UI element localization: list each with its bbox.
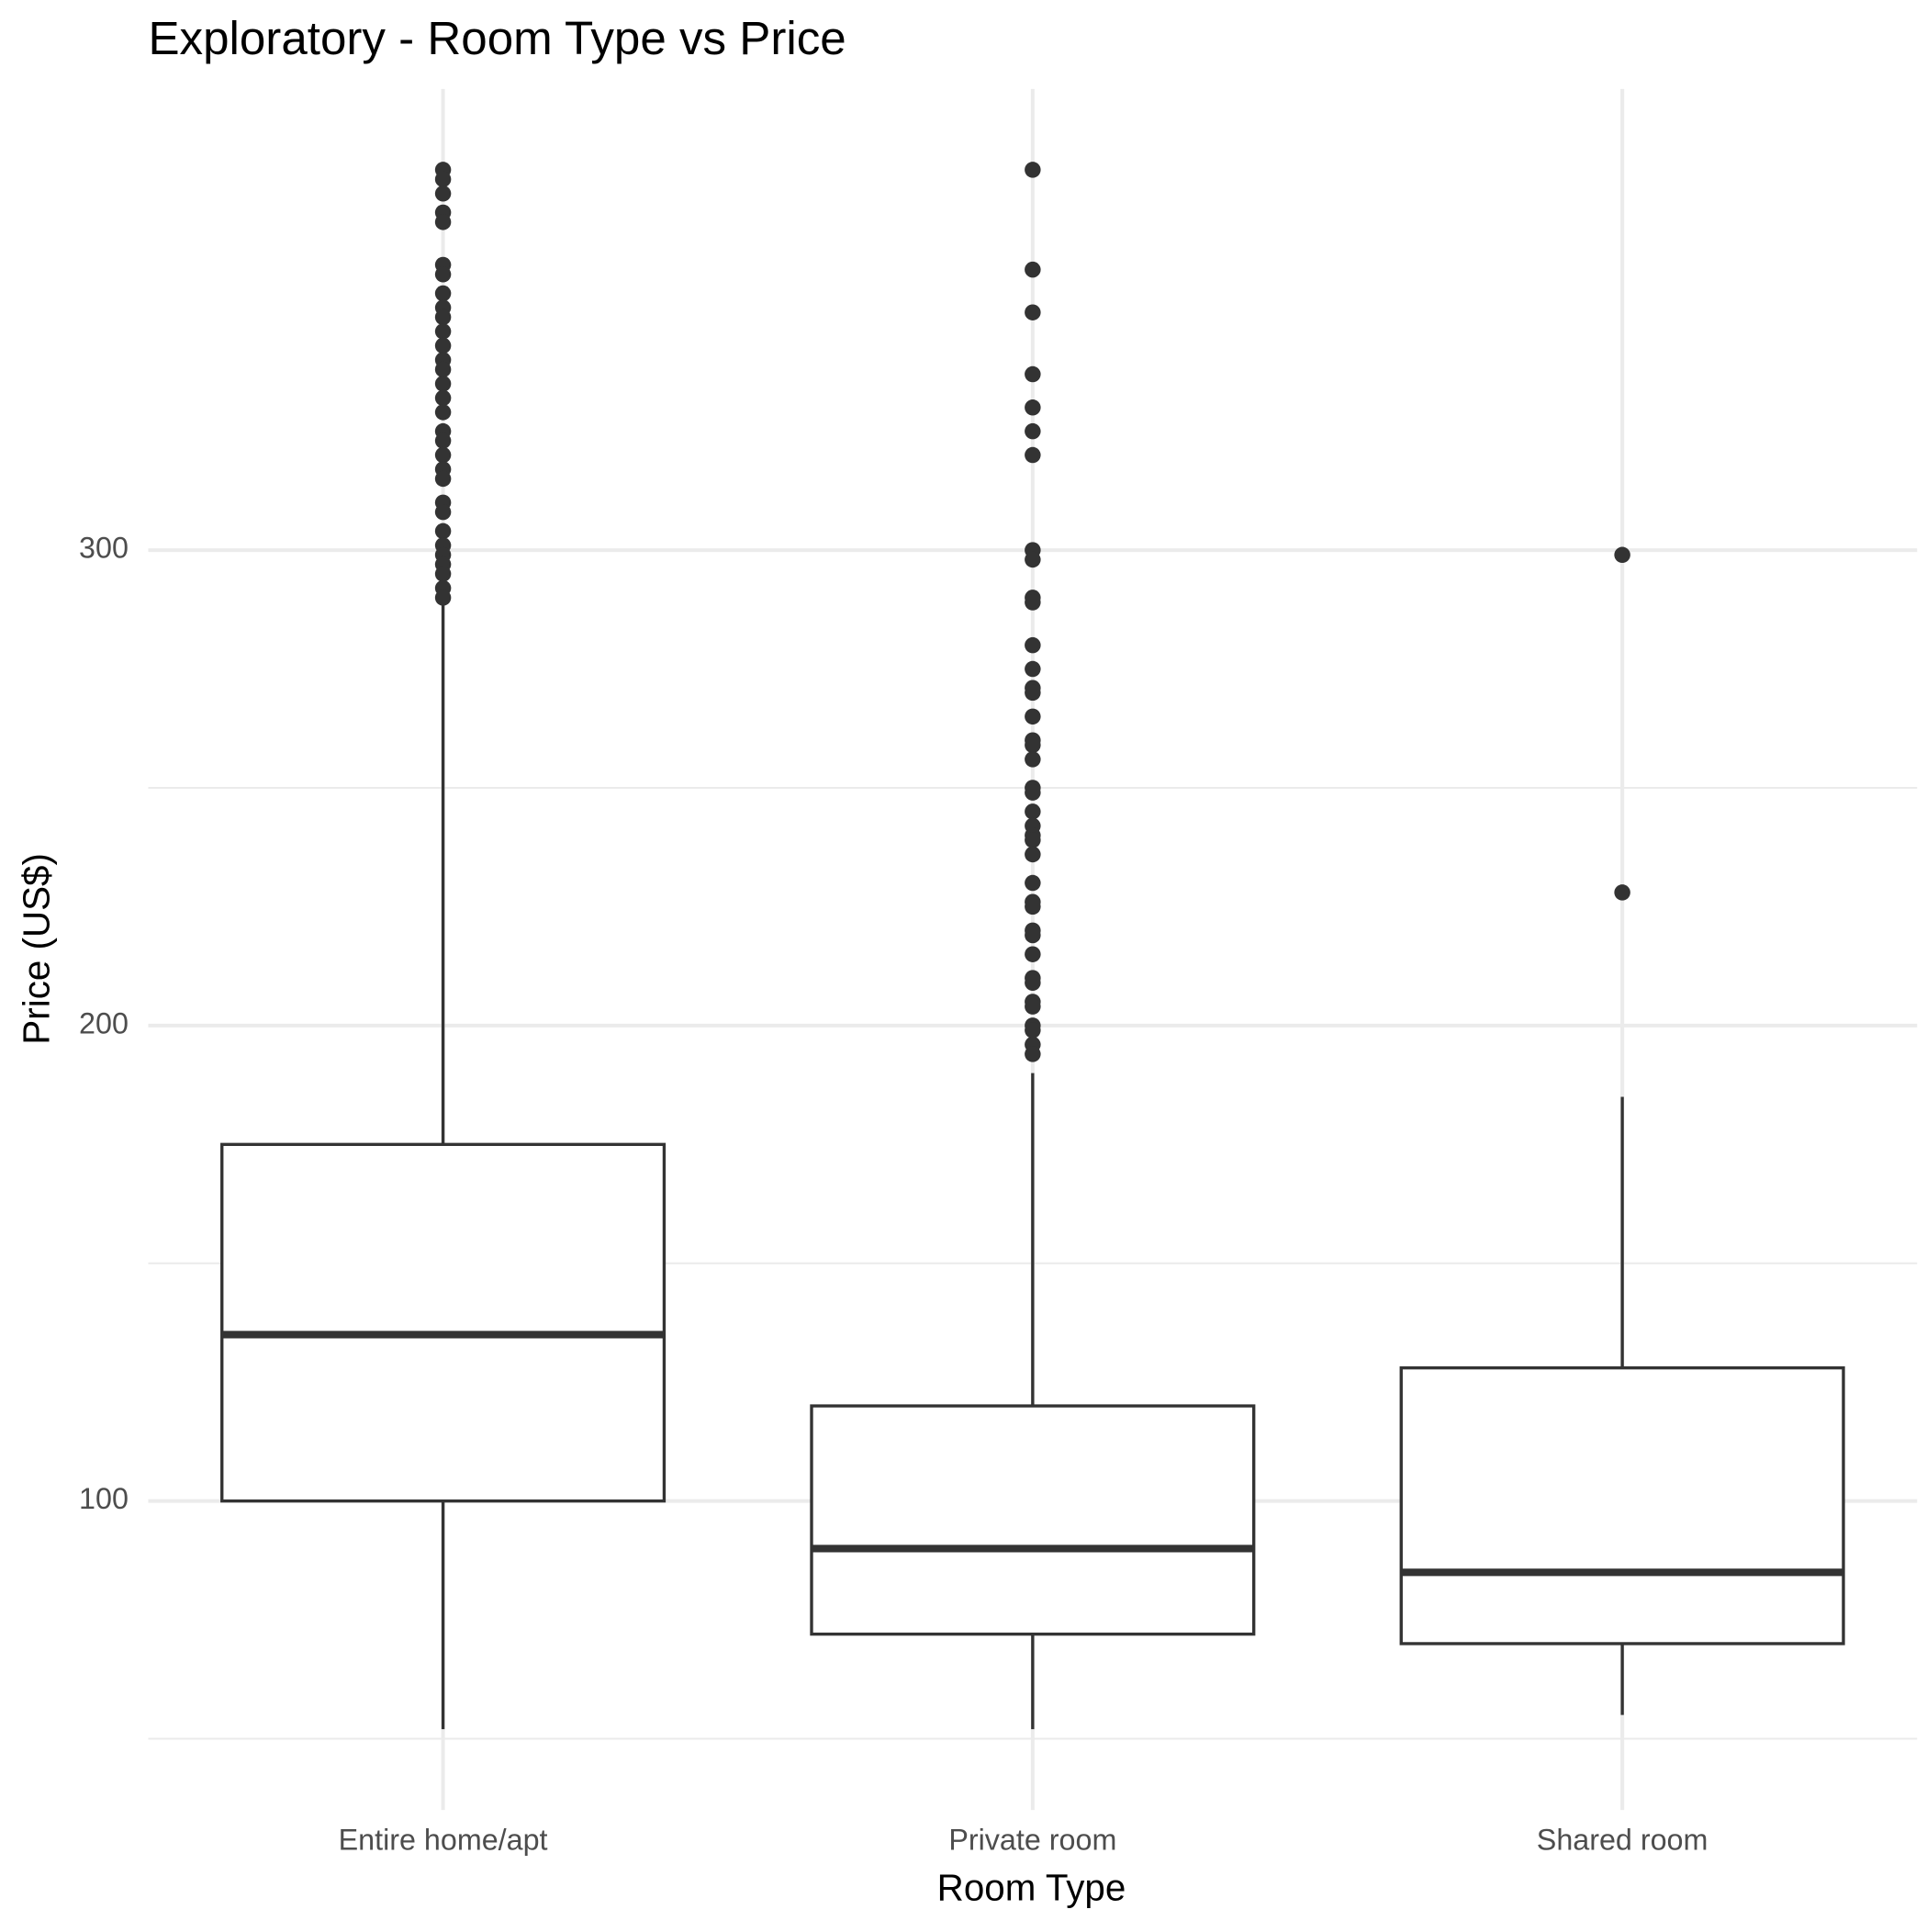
outlier [1025, 998, 1041, 1015]
outlier [434, 470, 452, 488]
outlier [434, 522, 452, 540]
outlier [434, 566, 452, 582]
outlier [1025, 1022, 1041, 1039]
x-axis-label: Room Type [937, 1866, 1126, 1908]
outlier [1025, 446, 1041, 464]
outlier [1025, 684, 1041, 702]
outlier [434, 309, 452, 326]
outlier [1025, 974, 1041, 992]
outlier [434, 503, 452, 521]
chart-title: Exploratory - Room Type vs Price [148, 12, 846, 64]
outlier [434, 376, 452, 392]
outlier [434, 285, 452, 302]
outlier [1025, 898, 1041, 915]
outlier [1025, 636, 1041, 654]
outlier [1025, 551, 1041, 568]
outlier [434, 266, 452, 283]
outlier [434, 361, 452, 378]
outlier [1614, 546, 1630, 564]
outlier [1025, 304, 1041, 320]
outlier [434, 404, 452, 421]
outlier [1025, 736, 1041, 754]
outlier [1025, 751, 1041, 768]
outlier [434, 446, 452, 464]
outlier [1025, 927, 1041, 944]
box [1399, 1365, 1845, 1646]
outlier [1025, 803, 1041, 820]
outlier [434, 590, 452, 606]
outlier [434, 337, 452, 354]
outlier [1025, 874, 1041, 892]
outlier [1025, 399, 1041, 416]
x-tick-label: Private room [948, 1824, 1116, 1857]
outlier [1025, 365, 1041, 383]
box [810, 1404, 1256, 1636]
outlier [1025, 946, 1041, 962]
x-tick-label: Shared room [1537, 1824, 1709, 1857]
outlier [434, 171, 452, 187]
outlier [1025, 846, 1041, 863]
outlier [434, 323, 452, 340]
y-tick-label: 200 [79, 1006, 129, 1039]
outlier [434, 432, 452, 449]
box [220, 1142, 667, 1503]
outlier [1025, 660, 1041, 678]
outlier [1025, 594, 1041, 611]
outlier [434, 214, 452, 230]
outlier [1025, 162, 1041, 178]
y-tick-label: 300 [79, 532, 129, 565]
outlier [1025, 708, 1041, 725]
outlier [1025, 261, 1041, 278]
y-tick-label: 100 [79, 1482, 129, 1515]
y-axis-label: Price (US$) [16, 853, 58, 1045]
outlier [1025, 422, 1041, 440]
x-tick-label: Entire home/apt [339, 1824, 548, 1857]
outlier [1025, 832, 1041, 848]
outlier [434, 389, 452, 407]
outlier [1614, 884, 1630, 901]
outlier [1025, 784, 1041, 801]
outlier [434, 185, 452, 202]
outlier [1025, 1046, 1041, 1062]
